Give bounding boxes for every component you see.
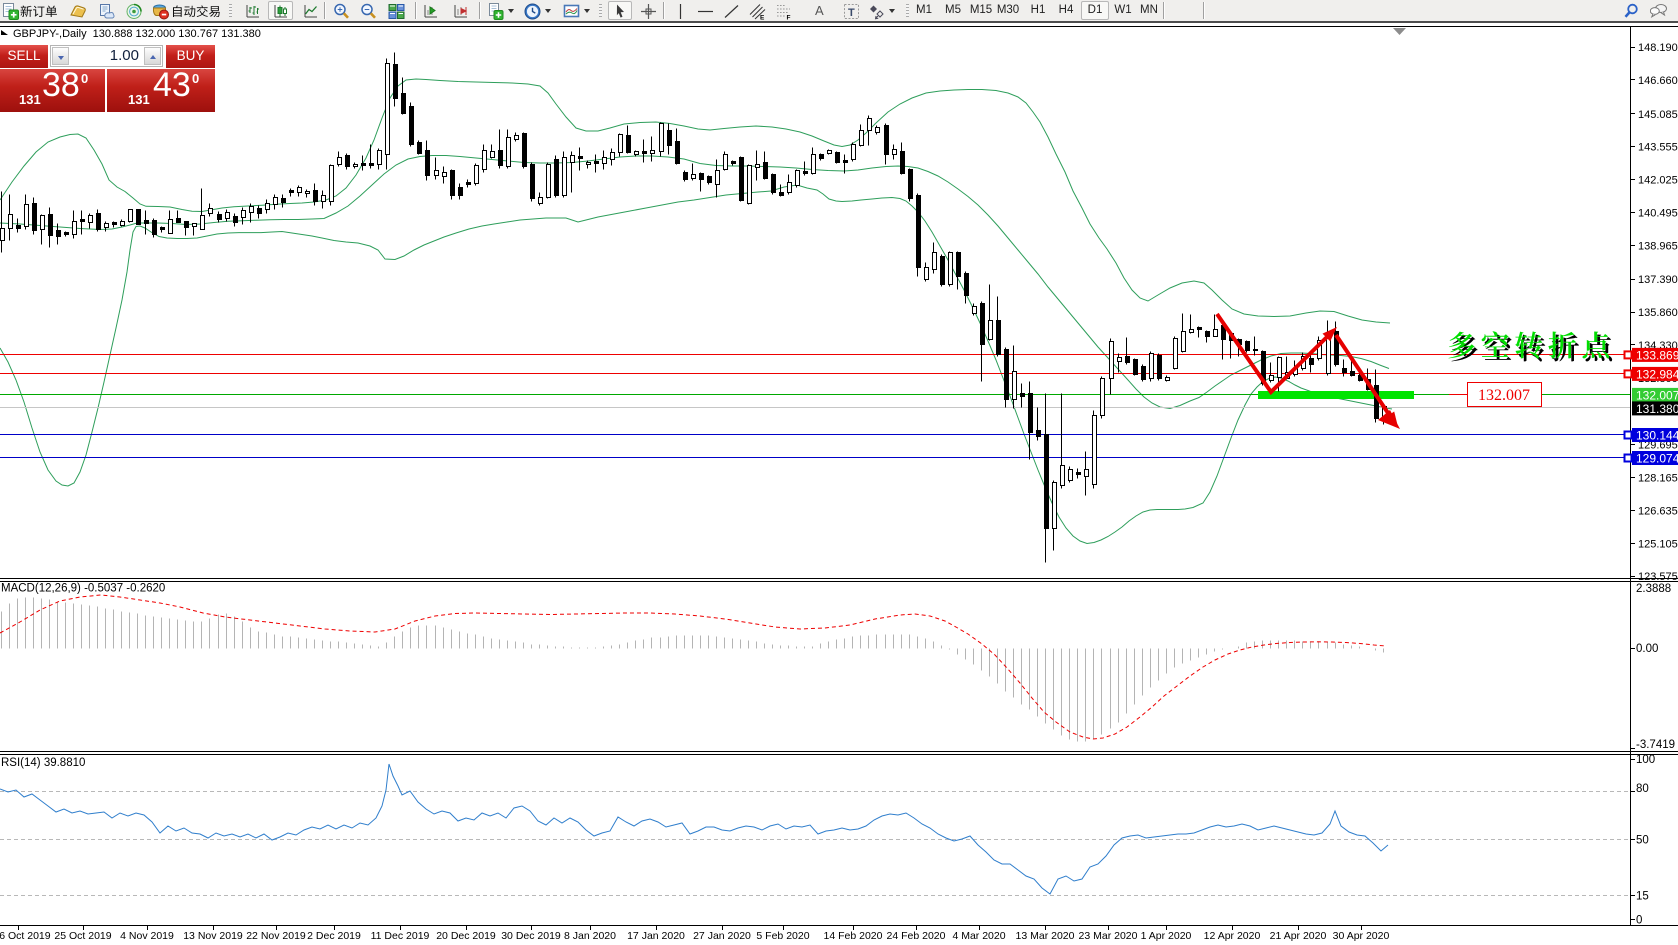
svg-text:RSI(14) 39.8810: RSI(14) 39.8810	[1, 757, 85, 769]
svg-text:145.085: 145.085	[1638, 109, 1678, 121]
svg-text:135.860: 135.860	[1638, 307, 1678, 319]
svg-text:-3.7419: -3.7419	[1636, 739, 1675, 751]
svg-text:123.575: 123.575	[1638, 571, 1678, 583]
svg-text:23 Mar 2020: 23 Mar 2020	[1079, 930, 1138, 942]
svg-text:17 Jan 2020: 17 Jan 2020	[627, 930, 685, 942]
svg-text:20 Dec 2019: 20 Dec 2019	[436, 930, 496, 942]
svg-text:50: 50	[1636, 835, 1649, 847]
svg-text:E: E	[760, 15, 765, 21]
svg-text:132.007: 132.007	[1478, 387, 1530, 404]
svg-text:5 Feb 2020: 5 Feb 2020	[756, 930, 809, 942]
svg-text:130.144: 130.144	[1636, 429, 1678, 443]
svg-text:2 Dec 2019: 2 Dec 2019	[307, 930, 361, 942]
svg-text:128.165: 128.165	[1638, 473, 1678, 485]
svg-text:80: 80	[1636, 783, 1649, 795]
svg-text:0: 0	[1636, 915, 1642, 927]
svg-text:137.390: 137.390	[1638, 274, 1678, 286]
svg-text:F: F	[787, 15, 791, 21]
svg-text:30 Dec 2019: 30 Dec 2019	[501, 930, 561, 942]
svg-text:4 Mar 2020: 4 Mar 2020	[952, 930, 1005, 942]
svg-text:30 Apr 2020: 30 Apr 2020	[1333, 930, 1390, 942]
svg-text:2.3888: 2.3888	[1636, 583, 1671, 595]
svg-text:14 Feb 2020: 14 Feb 2020	[824, 930, 883, 942]
svg-text:8 Jan 2020: 8 Jan 2020	[564, 930, 616, 942]
svg-text:143.555: 143.555	[1638, 142, 1678, 154]
svg-text:22 Nov 2019: 22 Nov 2019	[246, 930, 306, 942]
svg-text:142.025: 142.025	[1638, 175, 1678, 187]
svg-text:21 Apr 2020: 21 Apr 2020	[1270, 930, 1327, 942]
svg-text:24 Feb 2020: 24 Feb 2020	[887, 930, 946, 942]
svg-text:133.869: 133.869	[1636, 348, 1678, 362]
svg-text:25 Oct 2019: 25 Oct 2019	[54, 930, 111, 942]
svg-text:146.660: 146.660	[1638, 75, 1678, 87]
svg-text:13 Nov 2019: 13 Nov 2019	[183, 930, 243, 942]
svg-text:MACD(12,26,9) -0.5037 -0.2620: MACD(12,26,9) -0.5037 -0.2620	[1, 583, 165, 595]
svg-text:T: T	[848, 7, 855, 19]
svg-text:GBPJPY-,Daily 130.888 132.000: GBPJPY-,Daily 130.888 132.000 130.767 13…	[13, 28, 261, 40]
svg-text:138.965: 138.965	[1638, 240, 1678, 252]
svg-text:129.074: 129.074	[1636, 452, 1678, 466]
svg-text:4 Nov 2019: 4 Nov 2019	[120, 930, 174, 942]
svg-text:131.380: 131.380	[1636, 402, 1678, 416]
svg-text:0.00: 0.00	[1636, 643, 1658, 655]
svg-text:15: 15	[1636, 891, 1649, 903]
svg-text:11 Dec 2019: 11 Dec 2019	[371, 930, 430, 942]
svg-text:100: 100	[1636, 754, 1655, 766]
svg-text:12 Apr 2020: 12 Apr 2020	[1204, 930, 1261, 942]
svg-text:1 Apr 2020: 1 Apr 2020	[1141, 930, 1192, 942]
svg-text:126.635: 126.635	[1638, 505, 1678, 517]
svg-text:132.007: 132.007	[1636, 388, 1678, 402]
svg-text:129.695: 129.695	[1638, 440, 1678, 452]
svg-text:125.105: 125.105	[1638, 538, 1678, 550]
svg-text:140.495: 140.495	[1638, 207, 1678, 219]
svg-text:132.984: 132.984	[1636, 367, 1678, 381]
svg-text:16 Oct 2019: 16 Oct 2019	[0, 930, 51, 942]
svg-text:148.190: 148.190	[1638, 42, 1678, 54]
svg-text:27 Jan 2020: 27 Jan 2020	[693, 930, 751, 942]
svg-text:13 Mar 2020: 13 Mar 2020	[1016, 930, 1075, 942]
